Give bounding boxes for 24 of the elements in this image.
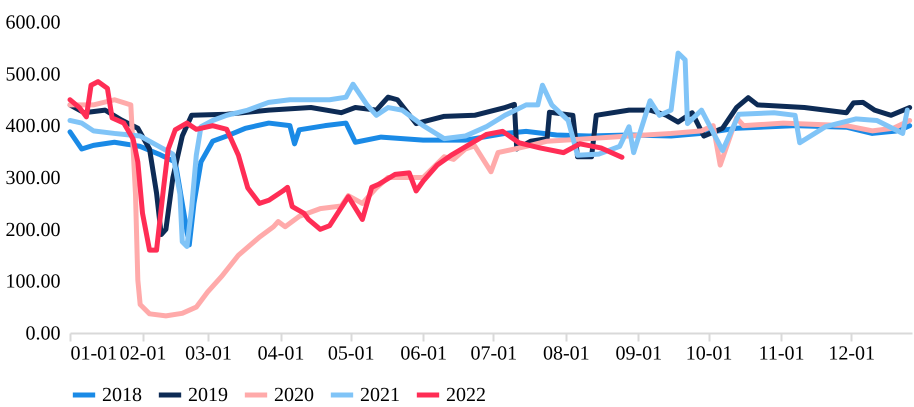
y-tick-label: 200.00 [6,218,60,241]
y-tick-label: 600.00 [6,12,60,34]
legend-label: 2022 [446,384,486,406]
legend-label: 2019 [188,384,228,406]
x-tick-label: 05-01 [328,342,375,364]
y-tick-label: 400.00 [6,115,60,138]
legend-label: 2020 [274,384,314,406]
x-tick-label: 04-01 [258,342,304,364]
y-tick-label: 100.00 [6,270,60,293]
x-tick-label: 09-01 [616,342,662,364]
x-tick-label: 11-01 [758,342,804,364]
x-tick-label: 12-01 [828,342,876,364]
x-tick-label: 07-01 [470,342,518,364]
x-tick-label: 10-01 [686,342,732,364]
x-tick-label: 03-01 [185,342,232,364]
x-tick-label: 01-01 [70,342,118,364]
x-tick-label: 08-01 [543,342,590,364]
y-tick-label: 300.00 [6,167,60,189]
x-tick-label: 06-01 [400,342,448,364]
legend-label: 2021 [360,384,400,406]
y-tick-label: 0.00 [26,322,60,344]
y-tick-label: 500.00 [6,63,60,86]
legend-label: 2018 [102,384,142,406]
x-tick-label: 02-01 [120,342,166,364]
